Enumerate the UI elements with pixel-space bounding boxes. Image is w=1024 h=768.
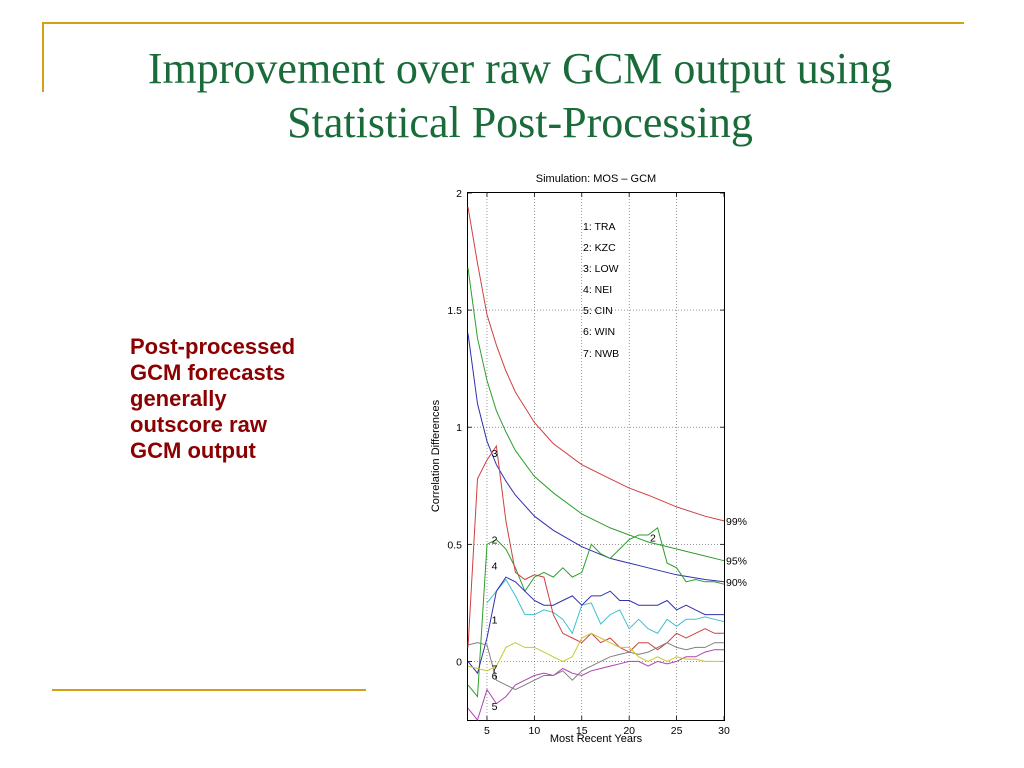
series-line (467, 649, 724, 722)
significance-curve (467, 333, 725, 583)
legend-entry: 7: NWB (583, 348, 619, 360)
body-line: outscore raw (130, 412, 267, 437)
curve-label: 5 (492, 701, 498, 713)
legend-entry: 5: CIN (583, 305, 613, 317)
legend-entry: 3: LOW (583, 263, 619, 275)
significance-curve (467, 267, 725, 562)
body-line: generally (130, 386, 227, 411)
plot-curves (467, 207, 725, 722)
slide-title: Improvement over raw GCM output using St… (60, 42, 980, 150)
series-line (467, 527, 725, 698)
chart-title: Simulation: MOS – GCM (536, 173, 656, 185)
curve-label: 4 (492, 560, 498, 572)
y-tick-label: 1.5 (447, 305, 462, 317)
legend-entry: 2: KZC (583, 242, 616, 254)
y-tick-label: 0 (456, 656, 462, 668)
x-tick-label: 5 (484, 725, 490, 737)
legend-entry: 6: WIN (583, 326, 615, 338)
y-tick-label: 1 (456, 422, 462, 434)
y-tick-label: 2 (456, 188, 462, 200)
correlation-differences-chart: 5 10 15 20 25 30 0 0.5 1 1.5 2 99% 95% 90% 3 2 4 1 76 5 2 S… (430, 173, 747, 745)
body-line: Post-processed (130, 334, 296, 359)
plot-frame (467, 192, 725, 721)
slide-title-line-1: Improvement over raw GCM output using (147, 44, 893, 93)
x-tick-label: 20 (623, 725, 635, 737)
significance-label: 95% (726, 556, 747, 568)
curve-label: 6 (492, 670, 498, 682)
x-axis-label: Most Recent Years (550, 733, 643, 745)
y-axis-label: Correlation Differences (430, 399, 442, 512)
series-line (467, 444, 724, 653)
plot-grid (468, 193, 724, 720)
curve-label: 7 (492, 663, 498, 675)
x-tick-label: 15 (576, 725, 588, 737)
bottom-accent-rule (52, 689, 366, 691)
legend-entry: 1: TRA (583, 221, 615, 233)
body-line: GCM output (130, 438, 256, 463)
body-text: Post-processed GCM forecasts generally o… (130, 334, 340, 464)
top-accent-rule (42, 22, 964, 24)
series-line (467, 576, 724, 675)
body-line: GCM forecasts (130, 360, 286, 385)
curve-label: 2 (492, 535, 498, 547)
curve-label: 1 (492, 614, 498, 626)
series-line (486, 578, 725, 635)
x-tick-label: 30 (718, 725, 730, 737)
significance-curve (467, 207, 725, 522)
curve-label: 3 (492, 448, 498, 460)
plot-labels: 99% 95% 90% 3 2 4 1 76 5 2 (492, 448, 747, 713)
legend-entry: 4: NEI (583, 284, 612, 296)
series-line (467, 632, 724, 672)
curve-label: 2 (650, 532, 656, 544)
chart-legend: 1: TRA 2: KZC 3: LOW 4: NEI 5: CIN 6: WI… (583, 221, 619, 360)
x-tick-label: 10 (529, 725, 541, 737)
series-line (467, 642, 724, 691)
y-tick-label: 0.5 (447, 539, 462, 551)
significance-label: 90% (726, 577, 747, 589)
left-accent-rule (42, 22, 44, 92)
significance-label: 99% (726, 516, 747, 528)
x-tick-label: 25 (671, 725, 683, 737)
slide-title-line-2: Statistical Post-Processing (287, 98, 753, 147)
